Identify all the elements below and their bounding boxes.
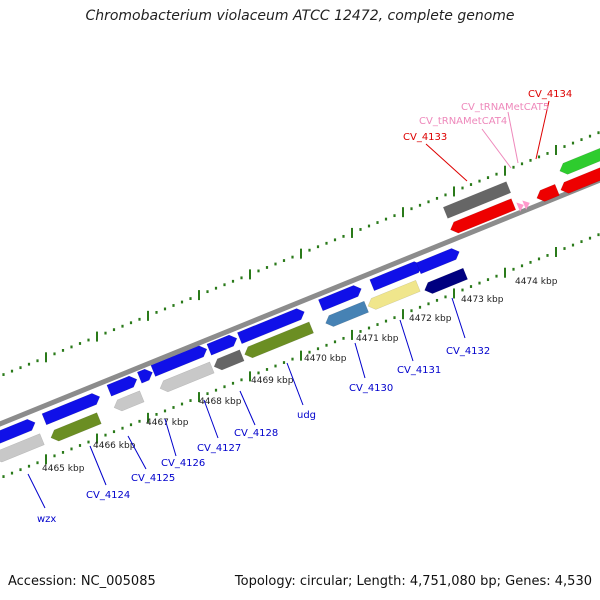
gene-label: wzx [37,514,56,525]
feature-blue-4 [136,368,153,384]
feature-blue-3 [106,375,138,397]
feature-blue-8 [318,285,362,312]
feature-blue-10 [416,248,460,275]
map-title: Chromobacterium violaceum ATCC 12472, co… [85,8,515,24]
kbp-label: 4465 kbp [42,464,85,474]
feature-gray-1 [0,433,45,463]
gene-leader-line [507,111,519,164]
gene-leader-line [286,362,304,406]
kbp-label: 4474 kbp [515,277,558,287]
gene-leader-line [481,128,512,169]
inner-tick-ring [2,233,600,478]
gene-label: udg [297,410,316,421]
kbp-label: 4471 kbp [356,334,399,344]
gene-label: CV_4124 [86,490,130,501]
kbp-label: 4473 kbp [461,295,504,305]
gene-label: CV_4133 [403,132,447,143]
feature-gray-2 [113,390,145,412]
feature-blue-7 [236,308,305,345]
gene-leader-line [239,390,256,426]
feature-steel [325,300,369,327]
gene-leader-line [399,319,414,362]
gene-leader-line [203,399,219,439]
feature-blue-5 [150,345,208,377]
feature-olive-2 [244,321,314,359]
gene-leader-line [164,418,177,457]
feature-gray-dark [442,181,512,219]
gene-label: CV_4128 [234,428,278,439]
feature-gray-4 [213,349,245,371]
kbp-labels: 4465 kbp 4466 kbp 4467 kbp 4468 kbp 4469 kbp… [42,277,558,474]
gene-label: CV_4127 [197,443,241,454]
kbp-label: 4472 kbp [409,314,452,324]
feature-red-3 [560,166,600,194]
footer-accession: Accession: NC_005085 [8,574,156,589]
kbp-label: 4466 kbp [93,441,136,451]
kbp-label: 4469 kbp [251,376,294,386]
gene-label: CV_tRNAMetCAT4 [419,116,507,127]
gene-leader-line [127,435,147,470]
genome-backbone [0,177,600,427]
gene-leader-line [89,445,107,486]
feature-track [0,147,600,463]
gene-label-leaders [27,100,550,509]
feature-olive-1 [50,412,102,442]
feature-trna-5 [522,200,530,210]
kbp-label: 4470 kbp [304,354,347,364]
gene-leader-line [425,143,468,182]
gene-leader-line [451,297,466,339]
kbp-label: 4468 kbp [199,397,242,407]
kbp-label: 4467 kbp [146,418,189,428]
footer-stats: Topology: circular; Length: 4,751,080 bp… [234,574,592,589]
gene-label: CV_4131 [397,365,441,376]
outer-tick-ring [2,131,600,376]
feature-navy [424,267,468,294]
gene-label: CV_4134 [528,89,572,100]
gene-label: CV_4125 [131,473,175,484]
gene-leader-line [27,473,46,509]
feature-green [559,147,600,175]
gene-leader-line [354,342,366,379]
gene-label: CV_4132 [446,346,490,357]
feature-red-2 [536,183,560,202]
gene-label: CV_tRNAMetCAT5 [461,102,549,113]
feature-khaki [367,279,421,310]
feature-red-1 [450,198,517,234]
feature-blue-2 [41,393,101,426]
gene-label: CV_4130 [349,383,393,394]
gene-leader-line [535,100,550,160]
feature-blue-1 [0,419,36,448]
feature-blue-6 [206,334,238,356]
feature-gray-3 [159,361,215,393]
gene-label: CV_4126 [161,458,205,469]
feature-trna-4 [516,202,524,212]
